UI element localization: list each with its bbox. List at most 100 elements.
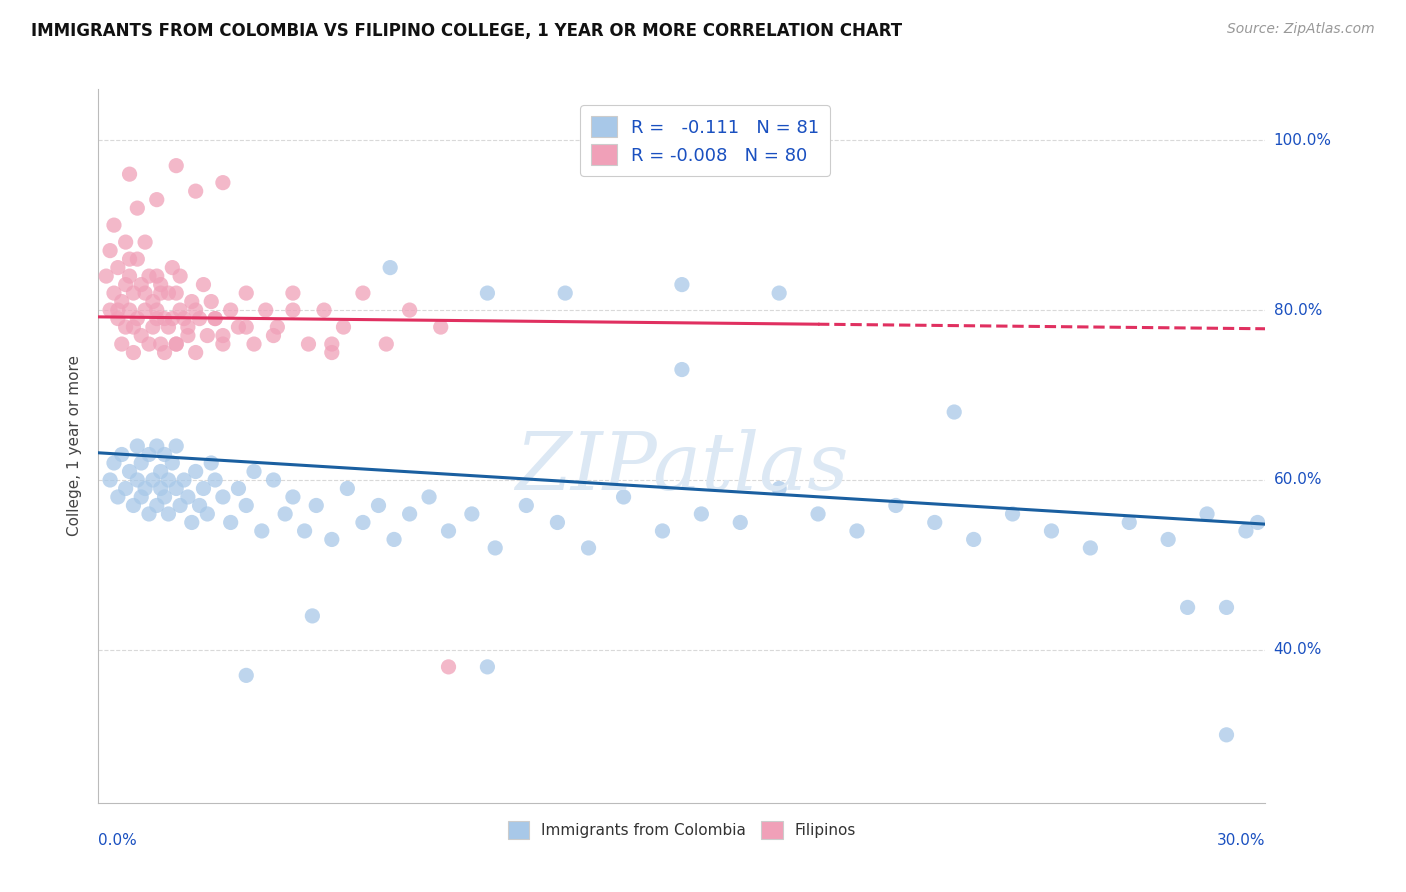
Point bbox=[204, 311, 226, 326]
Point bbox=[554, 286, 576, 301]
Y-axis label: College, 1 year or more: College, 1 year or more bbox=[67, 356, 83, 536]
Point bbox=[1215, 600, 1237, 615]
Point bbox=[165, 439, 187, 453]
Point bbox=[127, 252, 149, 266]
Point bbox=[114, 320, 136, 334]
Point bbox=[1080, 541, 1102, 555]
Point bbox=[262, 328, 284, 343]
Point bbox=[127, 311, 149, 326]
Point bbox=[177, 328, 200, 343]
Point bbox=[250, 524, 273, 538]
Point bbox=[321, 345, 343, 359]
Point bbox=[157, 320, 180, 334]
Point bbox=[138, 507, 160, 521]
Point bbox=[212, 337, 235, 351]
Point bbox=[107, 311, 129, 326]
Point bbox=[1195, 507, 1218, 521]
Point bbox=[305, 499, 328, 513]
Point bbox=[149, 277, 172, 292]
Point bbox=[884, 499, 907, 513]
Point bbox=[96, 269, 118, 284]
Point bbox=[243, 337, 266, 351]
Point bbox=[1118, 516, 1140, 530]
Point bbox=[193, 277, 215, 292]
Point bbox=[180, 516, 202, 530]
Text: Source: ZipAtlas.com: Source: ZipAtlas.com bbox=[1227, 22, 1375, 37]
Point bbox=[321, 533, 343, 547]
Point bbox=[162, 456, 184, 470]
Point bbox=[398, 507, 420, 521]
Point bbox=[301, 608, 323, 623]
Point bbox=[281, 286, 304, 301]
Point bbox=[352, 516, 374, 530]
Point bbox=[188, 499, 211, 513]
Point bbox=[142, 320, 165, 334]
Legend: Immigrants from Colombia, Filipinos: Immigrants from Colombia, Filipinos bbox=[502, 815, 862, 845]
Point bbox=[962, 533, 984, 547]
Point bbox=[149, 337, 172, 351]
Point bbox=[111, 448, 134, 462]
Point bbox=[177, 490, 200, 504]
Point bbox=[846, 524, 869, 538]
Point bbox=[118, 269, 141, 284]
Point bbox=[437, 524, 460, 538]
Point bbox=[149, 465, 172, 479]
Text: 60.0%: 60.0% bbox=[1274, 473, 1322, 488]
Point bbox=[122, 499, 145, 513]
Point bbox=[228, 482, 250, 496]
Point bbox=[114, 482, 136, 496]
Point bbox=[352, 286, 374, 301]
Point bbox=[153, 448, 176, 462]
Point bbox=[235, 668, 257, 682]
Point bbox=[98, 473, 121, 487]
Point bbox=[312, 303, 335, 318]
Point bbox=[165, 286, 187, 301]
Point bbox=[380, 260, 402, 275]
Point bbox=[332, 320, 354, 334]
Point bbox=[690, 507, 713, 521]
Point bbox=[146, 193, 169, 207]
Point bbox=[177, 320, 200, 334]
Point bbox=[671, 277, 693, 292]
Point bbox=[195, 328, 218, 343]
Point bbox=[103, 218, 125, 232]
Point bbox=[138, 448, 160, 462]
Point bbox=[165, 159, 187, 173]
Point bbox=[129, 277, 152, 292]
Point bbox=[127, 473, 149, 487]
Point bbox=[228, 320, 250, 334]
Point bbox=[477, 286, 499, 301]
Point bbox=[297, 337, 319, 351]
Point bbox=[146, 439, 169, 453]
Point bbox=[146, 269, 169, 284]
Point bbox=[382, 533, 405, 547]
Point bbox=[165, 482, 187, 496]
Point bbox=[165, 337, 187, 351]
Point bbox=[1246, 516, 1268, 530]
Text: 100.0%: 100.0% bbox=[1274, 133, 1331, 148]
Point bbox=[613, 490, 636, 504]
Point bbox=[157, 473, 180, 487]
Point bbox=[375, 337, 398, 351]
Point bbox=[768, 482, 790, 496]
Point bbox=[162, 260, 184, 275]
Point bbox=[146, 303, 169, 318]
Point bbox=[122, 286, 145, 301]
Point bbox=[118, 167, 141, 181]
Point bbox=[281, 490, 304, 504]
Point bbox=[235, 286, 257, 301]
Point bbox=[114, 235, 136, 249]
Point bbox=[111, 337, 134, 351]
Point bbox=[429, 320, 451, 334]
Point bbox=[165, 337, 187, 351]
Point bbox=[153, 490, 176, 504]
Point bbox=[1177, 600, 1199, 615]
Point bbox=[768, 286, 790, 301]
Point bbox=[204, 473, 226, 487]
Point bbox=[437, 660, 460, 674]
Text: 0.0%: 0.0% bbox=[98, 833, 138, 848]
Point bbox=[118, 465, 141, 479]
Point bbox=[281, 303, 304, 318]
Point bbox=[730, 516, 752, 530]
Point bbox=[169, 303, 191, 318]
